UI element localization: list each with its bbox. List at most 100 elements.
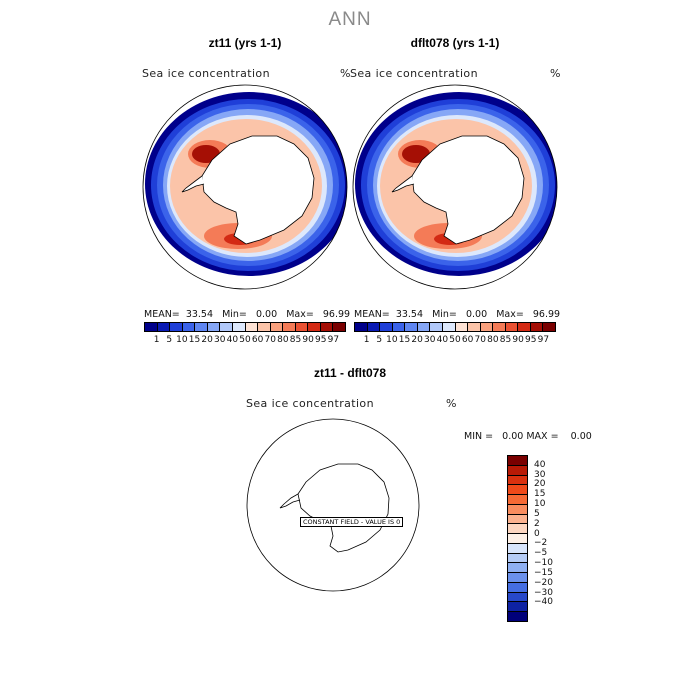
colorbar-swatch bbox=[508, 485, 527, 496]
colorbar-tick-label: 10 bbox=[534, 499, 546, 510]
colorbar-swatch bbox=[367, 323, 381, 331]
colorbar-tick-label: 5 bbox=[166, 335, 173, 345]
ice-weddell-95 bbox=[192, 145, 220, 163]
colorbar-swatch bbox=[508, 465, 527, 476]
colorbar-tick-label: 15 bbox=[534, 489, 546, 500]
colorbar-diff bbox=[507, 455, 528, 622]
colorbar-tick-label: 10 bbox=[386, 335, 398, 345]
colorbar-tick-label: 50 bbox=[239, 335, 251, 345]
colorbar-swatch bbox=[258, 323, 271, 331]
colorbar-tick-label: 15 bbox=[398, 335, 411, 345]
colorbar-swatch bbox=[508, 534, 527, 544]
colorbar-swatch bbox=[508, 553, 527, 564]
page-title: ANN bbox=[328, 9, 372, 30]
colorbar-swatch bbox=[207, 323, 221, 331]
colorbar-tick-label: 80 bbox=[487, 335, 499, 345]
colorbar-tick-label: 40 bbox=[436, 335, 449, 345]
colorbar-swatch bbox=[508, 475, 527, 486]
unit-label-diff: % bbox=[446, 397, 457, 410]
stats-left: MEAN= 33.54 Min= 0.00 Max= 96.99 bbox=[144, 309, 351, 320]
colorbar-right bbox=[354, 322, 556, 332]
colorbar-tick-label: 50 bbox=[449, 335, 461, 345]
colorbar-tick-label: −15 bbox=[534, 567, 553, 578]
constant-field-note: CONSTANT FIELD - VALUE IS 0 bbox=[300, 517, 404, 527]
colorbar-swatch bbox=[508, 456, 527, 466]
colorbar-tick-label: 90 bbox=[302, 335, 314, 345]
colorbar-swatch bbox=[195, 323, 208, 331]
colorbar-swatch bbox=[508, 582, 527, 593]
variable-label-left: Sea ice concentration bbox=[142, 67, 270, 80]
colorbar-swatch bbox=[508, 612, 527, 622]
colorbar-swatch bbox=[182, 323, 196, 331]
colorbar-tick-label: 95 bbox=[525, 335, 537, 345]
map-diff bbox=[246, 418, 420, 592]
colorbar-tick-label: 30 bbox=[214, 335, 226, 345]
colorbar-tick-label: 30 bbox=[534, 469, 546, 480]
colorbar-swatch bbox=[518, 323, 531, 331]
map-left bbox=[142, 84, 348, 290]
colorbar-swatch bbox=[283, 323, 296, 331]
colorbar-tick-label: 60 bbox=[461, 335, 474, 345]
colorbar-swatch bbox=[543, 323, 555, 331]
colorbar-swatch bbox=[508, 524, 527, 535]
variable-label-right: Sea ice concentration bbox=[350, 67, 478, 80]
unit-label-left: % bbox=[340, 67, 351, 80]
colorbar-tick-label: 20 bbox=[534, 479, 546, 490]
colorbar-swatch bbox=[505, 323, 519, 331]
colorbar-tick-label: 5 bbox=[376, 335, 383, 345]
colorbar-tick-label: 40 bbox=[226, 335, 239, 345]
colorbar-tick-label: 1 bbox=[363, 335, 370, 345]
colorbar-swatch bbox=[232, 323, 246, 331]
map-boundary bbox=[142, 84, 348, 290]
map-boundary bbox=[352, 84, 558, 290]
panel-title-right: dflt078 (yrs 1-1) bbox=[410, 36, 500, 50]
colorbar-swatch bbox=[508, 514, 527, 525]
colorbar-tick-label: −30 bbox=[534, 587, 553, 598]
colorbar-ticks-diff: 40 30 20 15 10 5 2 0 −2 −5 −10 −15 −20 −30 −40 bbox=[534, 455, 574, 622]
colorbar-swatch bbox=[380, 323, 393, 331]
antarctica-land bbox=[411, 135, 525, 245]
colorbar-swatch bbox=[508, 495, 527, 505]
stats-diff: MIN = 0.00 MAX = 0.00 bbox=[464, 431, 592, 442]
colorbar-tick-label: 40 bbox=[534, 459, 546, 470]
colorbar-swatch bbox=[442, 323, 456, 331]
colorbar-swatch bbox=[455, 323, 469, 331]
colorbar-tick-label: 80 bbox=[277, 335, 289, 345]
colorbar-tick-label: 30 bbox=[424, 335, 436, 345]
colorbar-tick-label: 5 bbox=[534, 508, 540, 519]
colorbar-ticks-right: 1 5 10 15 20 30 40 50 60 70 80 85 90 95 97 bbox=[354, 335, 556, 347]
colorbar-swatch bbox=[530, 323, 544, 331]
colorbar-tick-label: 85 bbox=[289, 335, 302, 345]
unit-label-right: % bbox=[550, 67, 561, 80]
panel-title-left: zt11 (yrs 1-1) bbox=[208, 36, 282, 50]
colorbar-swatch bbox=[508, 543, 527, 554]
colorbar-swatch bbox=[392, 323, 406, 331]
colorbar-tick-label: 97 bbox=[327, 335, 340, 345]
colorbar-swatch bbox=[508, 592, 527, 603]
map-boundary bbox=[246, 418, 420, 592]
colorbar-swatch bbox=[430, 323, 443, 331]
colorbar-tick-label: 10 bbox=[176, 335, 188, 345]
colorbar-tick-label: 85 bbox=[499, 335, 512, 345]
colorbar-swatch bbox=[480, 323, 494, 331]
colorbar-tick-label: 20 bbox=[201, 335, 213, 345]
colorbar-swatch bbox=[245, 323, 259, 331]
colorbar-tick-label: −5 bbox=[534, 548, 548, 559]
colorbar-tick-label: 60 bbox=[251, 335, 264, 345]
colorbar-swatch bbox=[508, 602, 527, 613]
colorbar-tick-label: 20 bbox=[411, 335, 423, 345]
colorbar-swatch bbox=[508, 504, 527, 515]
colorbar-tick-label: 70 bbox=[264, 335, 276, 345]
antarctic-peninsula bbox=[391, 175, 415, 193]
colorbar-swatch bbox=[417, 323, 431, 331]
colorbar-tick-label: 2 bbox=[534, 518, 540, 529]
colorbar-tick-label: 15 bbox=[188, 335, 201, 345]
colorbar-tick-label: 1 bbox=[153, 335, 160, 345]
colorbar-tick-label: 95 bbox=[315, 335, 327, 345]
colorbar-swatch bbox=[320, 323, 334, 331]
colorbar-swatch bbox=[145, 323, 158, 331]
colorbar-swatch bbox=[170, 323, 183, 331]
antarctica-land bbox=[201, 135, 315, 245]
variable-label-diff: Sea ice concentration bbox=[246, 397, 374, 410]
colorbar-swatch bbox=[220, 323, 233, 331]
